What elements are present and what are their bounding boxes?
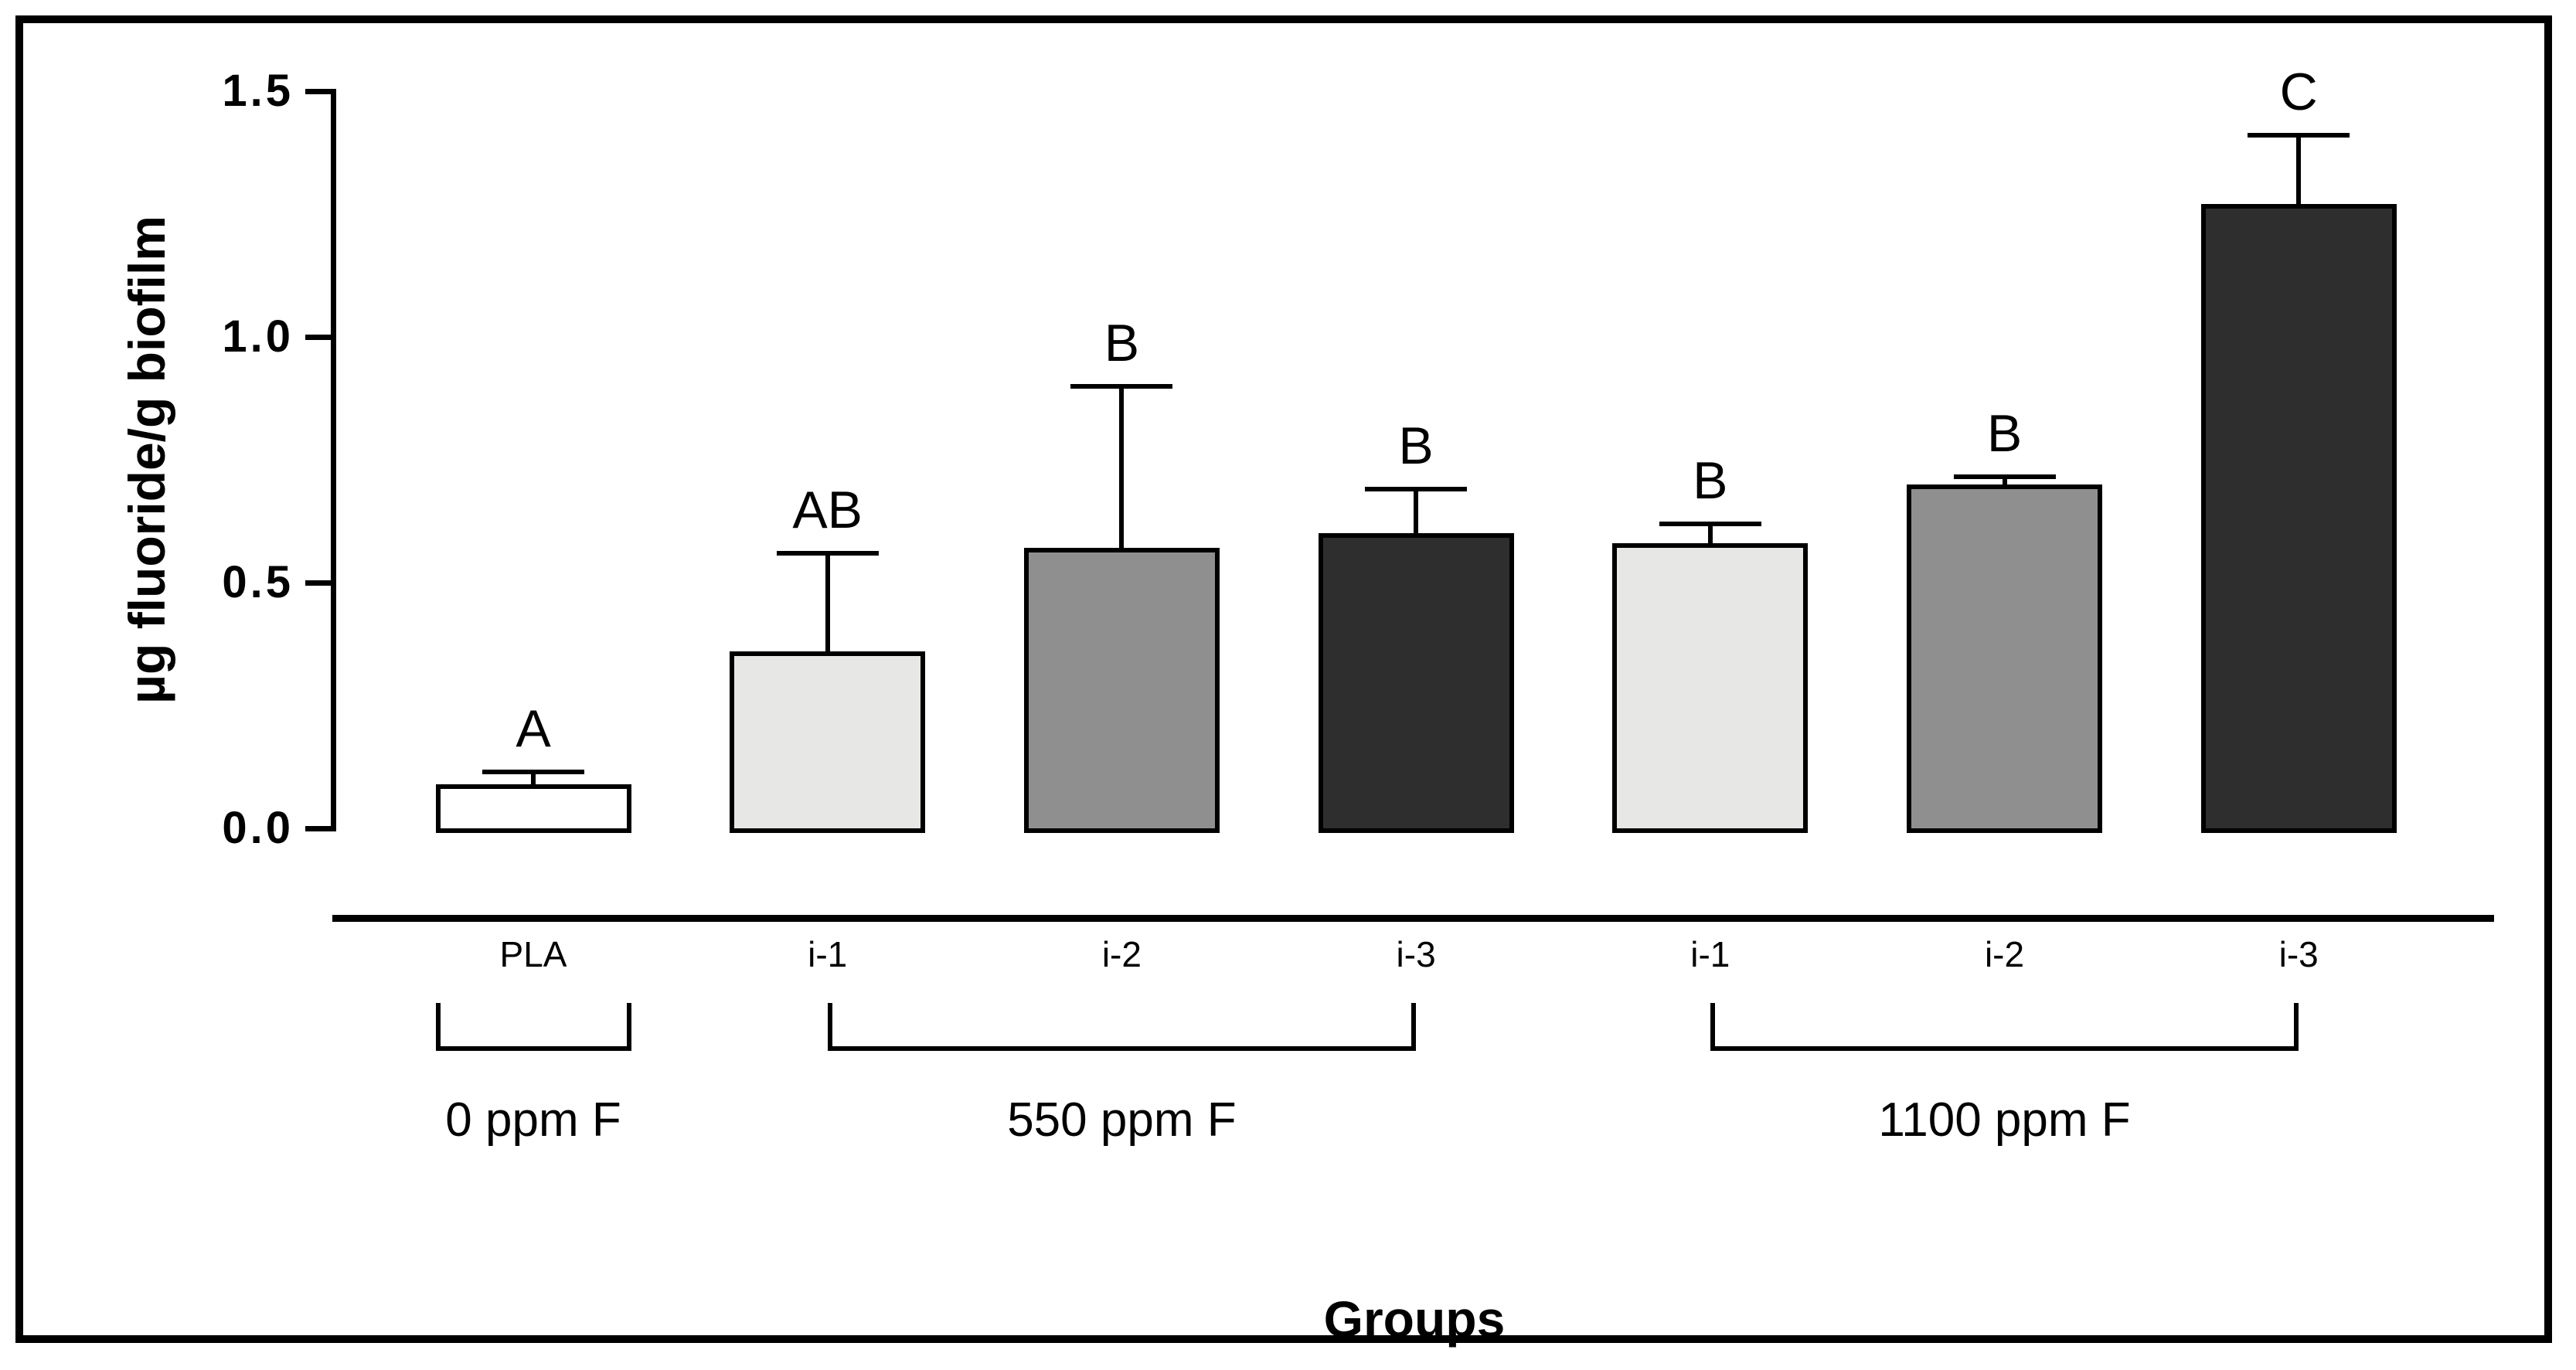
- error-bar-cap: [2248, 133, 2350, 138]
- error-bar-cap: [1070, 383, 1173, 389]
- x-category-label: PLA: [499, 934, 567, 974]
- x-category-label: i-3: [2278, 934, 2319, 974]
- error-bar-cap: [776, 550, 879, 556]
- group-bracket: [827, 1003, 1417, 1051]
- significance-letter: C: [2279, 63, 2318, 122]
- error-bar-stem: [2002, 477, 2007, 484]
- y-tick-label: 0.5: [222, 557, 294, 607]
- y-tick: [305, 580, 334, 586]
- bar-i-3-3: [1318, 533, 1514, 833]
- x-axis-title: Groups: [1323, 1290, 1506, 1348]
- significance-letter: B: [1398, 416, 1434, 476]
- group-bracket: [1710, 1003, 2299, 1051]
- y-axis-title: µg fluoride/g biofilm: [118, 216, 175, 704]
- bar-i-2-2: [1023, 548, 1220, 833]
- x-category-label: i-1: [808, 934, 848, 974]
- group-label: 0 ppm F: [445, 1093, 621, 1147]
- error-bar-stem: [531, 771, 536, 784]
- error-bar-stem: [2296, 135, 2302, 205]
- x-category-label: i-2: [1101, 934, 1142, 974]
- error-bar-stem: [1414, 489, 1419, 534]
- group-label: 550 ppm F: [1007, 1093, 1237, 1147]
- y-axis-line: [331, 89, 336, 831]
- significance-letter: AB: [792, 480, 863, 539]
- x-category-label: i-3: [1396, 934, 1436, 974]
- error-bar-stem: [1119, 386, 1125, 549]
- bar-i-3-6: [2200, 204, 2397, 833]
- y-tick: [305, 88, 334, 94]
- bar-i-2-5: [1907, 484, 2102, 833]
- error-bar-cap: [1659, 521, 1761, 526]
- figure-frame: µg fluoride/g biofilm 0.0 0.5 1.0 1.5 A AB B B…: [15, 15, 2552, 1348]
- group-bracket: [435, 1003, 631, 1051]
- significance-letter: B: [1104, 313, 1140, 372]
- error-bar-stem: [1707, 523, 1713, 544]
- bar-i-1-4: [1612, 543, 1809, 833]
- bar-i-1-1: [730, 651, 926, 833]
- error-bar-cap: [1953, 474, 2056, 480]
- significance-letter: A: [516, 699, 551, 758]
- significance-letter: B: [1986, 404, 2023, 464]
- group-label: 1100 ppm F: [1878, 1093, 2131, 1147]
- bar-PLA-0: [435, 784, 631, 833]
- error-bar-cap: [1365, 487, 1468, 492]
- y-tick: [305, 825, 334, 831]
- y-tick-label: 1.5: [222, 66, 294, 116]
- significance-letter: B: [1693, 450, 1728, 510]
- y-tick: [305, 334, 334, 340]
- x-category-label: i-1: [1690, 934, 1730, 974]
- error-bar-stem: [825, 552, 830, 652]
- x-category-label: i-2: [1984, 934, 2025, 974]
- error-bar-cap: [482, 769, 584, 774]
- x-axis-line: [332, 915, 2494, 922]
- y-tick-label: 0.0: [222, 803, 294, 853]
- y-tick-label: 1.0: [222, 311, 294, 362]
